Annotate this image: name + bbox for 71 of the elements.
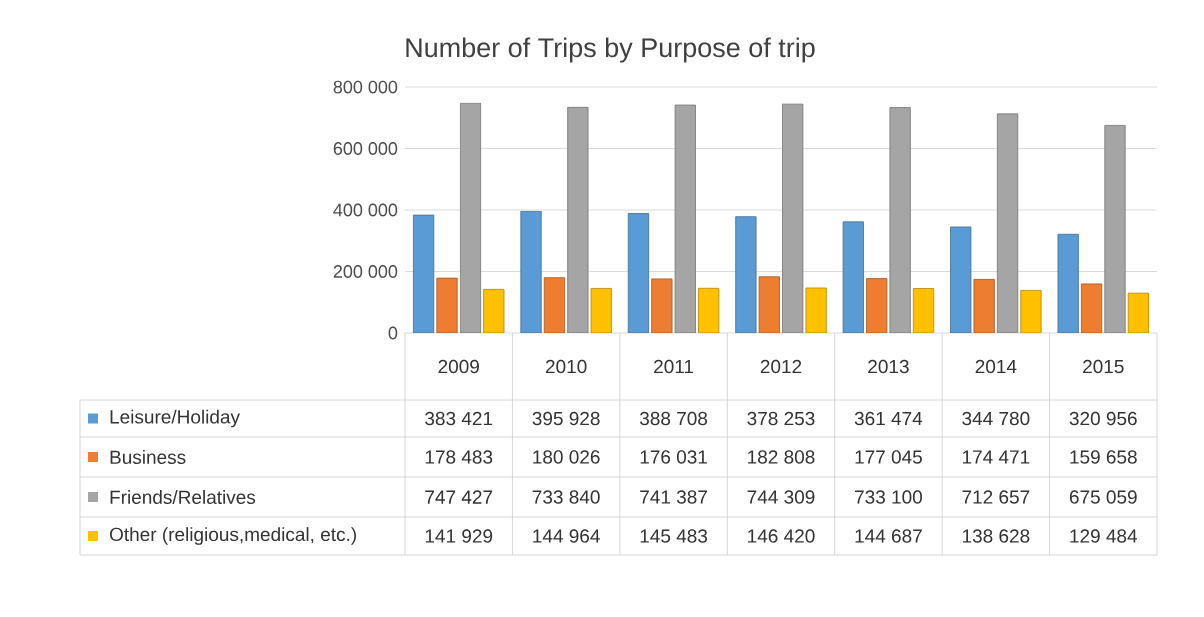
data-label: 159 658 [1070, 450, 1137, 464]
bar [1057, 233, 1079, 334]
data-label: 129 484 [1070, 529, 1138, 543]
data-label: 747 427 [425, 490, 493, 504]
data-label: 180 026 [533, 450, 600, 464]
bar [520, 210, 542, 334]
data-label: 144 687 [855, 529, 922, 543]
x-tick-label: 2014 [975, 359, 1017, 374]
y-tick-label: 200 000 [333, 265, 398, 278]
bar [1127, 292, 1150, 334]
data-label: 182 808 [748, 450, 815, 464]
data-label: 174 471 [962, 450, 1030, 464]
data-label: 741 387 [640, 490, 707, 504]
x-tick-label: 2013 [868, 359, 909, 374]
y-tick-label: 800 000 [333, 80, 398, 94]
bar [483, 288, 505, 334]
data-label: 320 956 [1069, 411, 1137, 426]
bar [1104, 125, 1126, 334]
bar [973, 278, 995, 334]
legend-label: Friends/Relatives [110, 490, 256, 504]
bar [950, 226, 972, 334]
data-label: 395 928 [532, 411, 600, 426]
data-label: 383 421 [425, 411, 493, 426]
data-label: 733 100 [855, 490, 922, 504]
data-label: 177 045 [855, 450, 922, 464]
data-label: 145 483 [640, 529, 708, 543]
bar [674, 104, 696, 334]
bar [543, 277, 566, 334]
chart-title: Number of Trips by Purpose of trip [406, 37, 815, 63]
x-tick-label: 2009 [438, 359, 479, 374]
x-tick-label: 2011 [654, 359, 694, 374]
bar [436, 277, 458, 334]
bar [842, 221, 864, 334]
legend-label: Leisure/Holiday [110, 409, 240, 428]
data-label: 344 780 [962, 411, 1030, 426]
data-label: 388 708 [639, 411, 708, 426]
data-label: 138 628 [962, 529, 1030, 543]
bar [590, 288, 612, 334]
data-label: 733 840 [532, 490, 600, 504]
bar [889, 107, 911, 334]
bar [627, 213, 650, 334]
bar [567, 106, 589, 334]
legend-label: Other (religious,medical, etc.) [109, 527, 356, 545]
data-label: 744 309 [747, 490, 815, 504]
data-label: 361 474 [854, 411, 923, 426]
bar [805, 287, 827, 334]
bar [412, 214, 435, 334]
bar [996, 113, 1019, 334]
data-label: 176 031 [640, 450, 707, 464]
bar [698, 287, 720, 334]
bar [459, 102, 482, 334]
bar [782, 103, 804, 334]
x-tick-label: 2012 [760, 359, 802, 374]
x-tick-label: 2015 [1083, 359, 1124, 374]
data-label: 144 964 [533, 529, 600, 543]
bar [912, 288, 935, 334]
bar [758, 276, 780, 334]
data-label: 378 253 [747, 411, 815, 426]
y-tick-label: 600 000 [333, 142, 398, 155]
data-label: 146 420 [748, 529, 815, 543]
data-label: 141 929 [425, 529, 493, 543]
y-tick-label: 400 000 [333, 203, 398, 217]
bar [1020, 289, 1042, 334]
bar [866, 278, 888, 334]
y-tick-label: 0 [388, 326, 398, 340]
data-label: 178 483 [425, 450, 493, 464]
data-label: 675 059 [1069, 490, 1137, 504]
legend-label: Business [110, 450, 186, 464]
data-label: 712 657 [962, 490, 1030, 504]
x-tick-label: 2010 [545, 359, 587, 374]
bar [735, 216, 757, 334]
